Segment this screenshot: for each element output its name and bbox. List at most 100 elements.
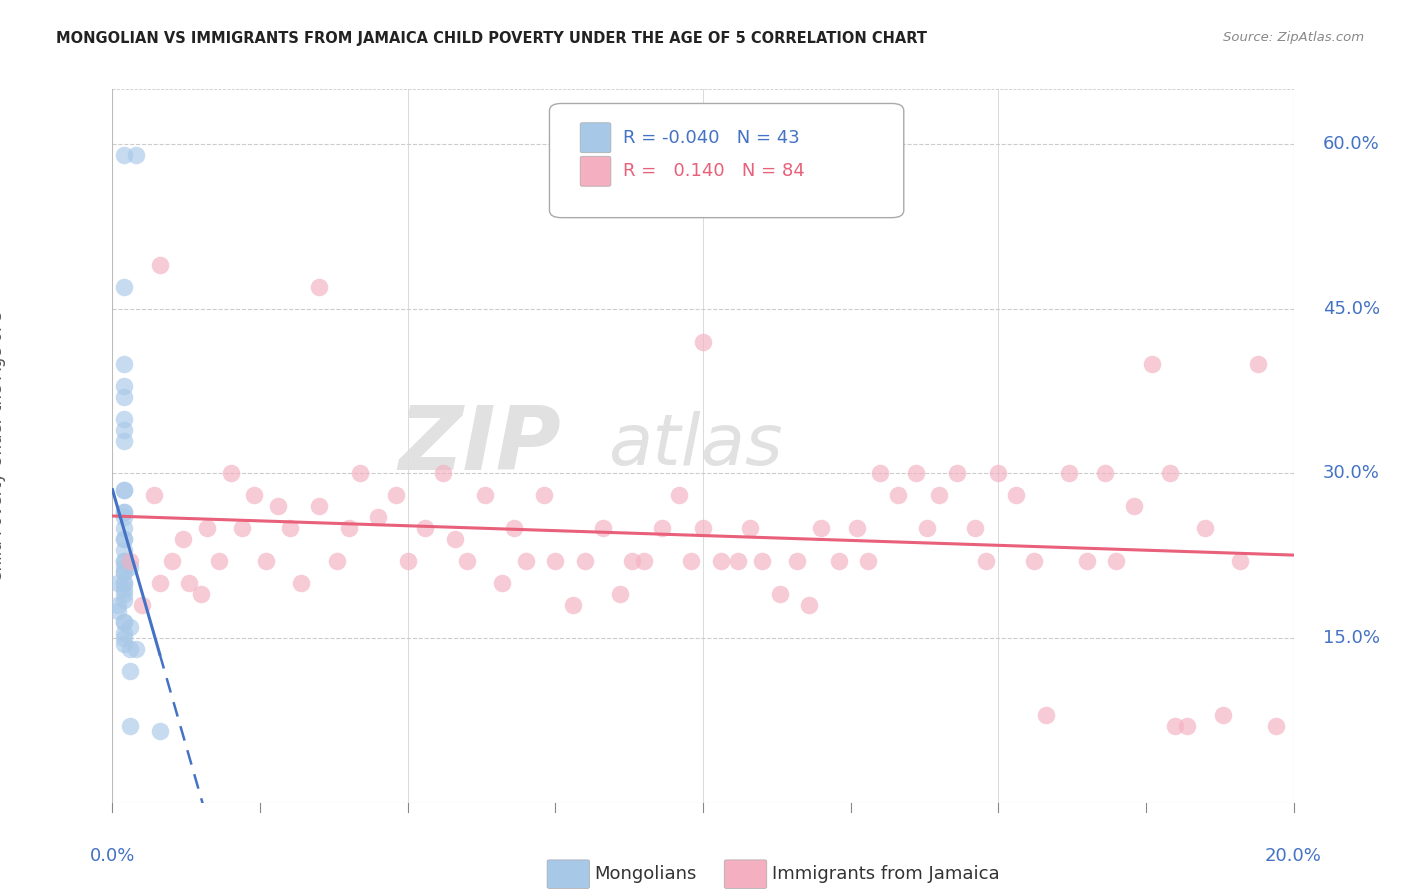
Point — [562, 598, 585, 612]
Point — [385, 488, 408, 502]
Point — [858, 554, 880, 568]
Point — [845, 521, 868, 535]
Point — [120, 559, 142, 574]
Point — [574, 554, 596, 568]
Point — [160, 554, 183, 568]
Point — [112, 615, 135, 629]
Point — [396, 554, 419, 568]
Point — [751, 554, 773, 568]
Point — [120, 642, 142, 657]
Point — [112, 533, 135, 547]
Point — [415, 521, 437, 535]
Point — [1159, 467, 1181, 481]
Point — [112, 625, 135, 640]
Text: 60.0%: 60.0% — [1323, 135, 1379, 153]
Point — [107, 598, 129, 612]
Point — [125, 642, 148, 657]
Point — [112, 521, 135, 535]
Point — [112, 615, 135, 629]
Point — [367, 510, 389, 524]
Point — [112, 280, 135, 294]
Point — [668, 488, 690, 502]
Point — [112, 483, 135, 497]
Point — [1247, 357, 1270, 371]
Point — [120, 620, 142, 634]
Point — [219, 467, 242, 481]
Point — [112, 559, 135, 574]
Point — [107, 604, 129, 618]
Text: MONGOLIAN VS IMMIGRANTS FROM JAMAICA CHILD POVERTY UNDER THE AGE OF 5 CORRELATIO: MONGOLIAN VS IMMIGRANTS FROM JAMAICA CHI… — [56, 31, 927, 46]
Point — [254, 554, 277, 568]
Point — [1264, 719, 1286, 733]
Point — [503, 521, 526, 535]
Point — [769, 587, 792, 601]
Point — [112, 576, 135, 591]
Text: Mongolians: Mongolians — [595, 865, 697, 883]
Point — [740, 521, 762, 535]
Point — [243, 488, 266, 502]
Text: ZIP: ZIP — [398, 402, 561, 490]
Point — [799, 598, 821, 612]
Point — [112, 357, 135, 371]
Point — [112, 582, 135, 596]
Text: Source: ZipAtlas.com: Source: ZipAtlas.com — [1223, 31, 1364, 45]
Point — [592, 521, 614, 535]
Point — [112, 637, 135, 651]
FancyBboxPatch shape — [550, 103, 904, 218]
Point — [149, 258, 172, 272]
Point — [112, 378, 135, 392]
Point — [195, 521, 218, 535]
Point — [1140, 357, 1163, 371]
Point — [1212, 708, 1234, 723]
Text: 45.0%: 45.0% — [1323, 300, 1381, 318]
FancyBboxPatch shape — [581, 123, 610, 153]
Point — [125, 148, 148, 162]
Point — [432, 467, 454, 481]
Point — [946, 467, 969, 481]
Point — [131, 598, 153, 612]
Text: 15.0%: 15.0% — [1323, 629, 1381, 647]
Point — [267, 500, 290, 514]
Point — [810, 521, 832, 535]
Point — [1123, 500, 1146, 514]
Point — [904, 467, 927, 481]
Point — [112, 390, 135, 404]
Point — [515, 554, 537, 568]
Point — [491, 576, 513, 591]
Point — [1076, 554, 1098, 568]
Point — [120, 719, 142, 733]
Point — [544, 554, 567, 568]
Point — [112, 510, 135, 524]
Point — [1035, 708, 1057, 723]
Point — [928, 488, 950, 502]
Point — [231, 521, 253, 535]
Point — [1229, 554, 1251, 568]
Point — [308, 280, 330, 294]
FancyBboxPatch shape — [581, 156, 610, 186]
Point — [869, 467, 891, 481]
Point — [710, 554, 733, 568]
Point — [917, 521, 939, 535]
Point — [172, 533, 194, 547]
Point — [112, 566, 135, 580]
Point — [337, 521, 360, 535]
Point — [112, 148, 135, 162]
Point — [179, 576, 201, 591]
Point — [107, 576, 129, 591]
Point — [692, 334, 714, 349]
Point — [1094, 467, 1116, 481]
Text: R = -0.040   N = 43: R = -0.040 N = 43 — [623, 128, 800, 146]
Point — [444, 533, 467, 547]
Point — [1022, 554, 1045, 568]
Text: 30.0%: 30.0% — [1323, 465, 1379, 483]
Point — [326, 554, 349, 568]
Point — [456, 554, 478, 568]
Point — [474, 488, 496, 502]
Point — [533, 488, 555, 502]
Point — [112, 543, 135, 558]
Point — [1175, 719, 1198, 733]
FancyBboxPatch shape — [724, 860, 766, 888]
Point — [112, 576, 135, 591]
Point — [120, 554, 142, 568]
Point — [112, 423, 135, 437]
